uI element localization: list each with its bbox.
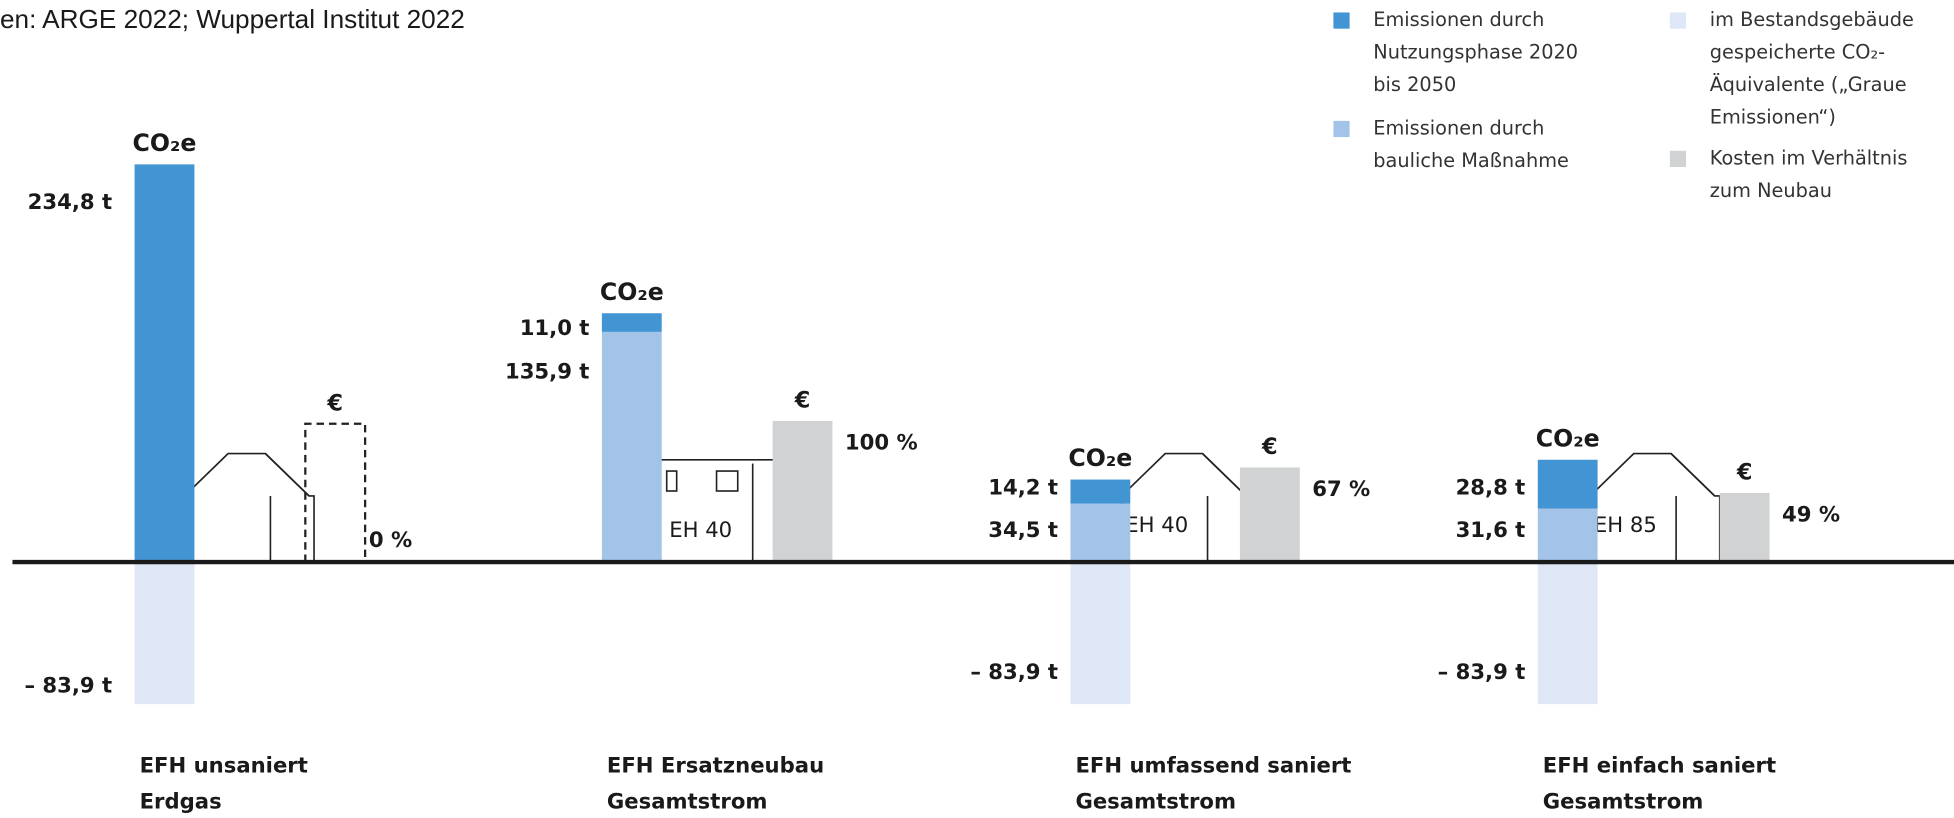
value-label: 14,2 t xyxy=(988,475,1058,500)
value-label: 11,0 t xyxy=(520,315,590,340)
legend-label: Kosten im Verhältnis zum Neubau xyxy=(1709,147,1908,202)
legend-swatch xyxy=(1333,120,1350,138)
house-label: EH 40 xyxy=(669,517,732,542)
value-label: 28,8 t xyxy=(1456,475,1526,500)
cost-symbol: € xyxy=(794,387,811,413)
value-label: – 83,9 t xyxy=(1438,659,1526,684)
category-label: EFH unsaniert xyxy=(140,752,308,777)
cost-label: 0 % xyxy=(369,527,412,552)
legend-item: Kosten im Verhältnis zum Neubau xyxy=(1709,147,1908,202)
house xyxy=(1120,452,1252,563)
category-label: Gesamtstrom xyxy=(1075,789,1236,814)
house-line xyxy=(1670,453,1716,563)
bar xyxy=(1070,479,1131,504)
value-label: 135,9 t xyxy=(505,359,589,384)
category-label: EFH Ersatzneubau xyxy=(607,752,824,777)
cost-bar xyxy=(1719,492,1770,563)
cost-symbol: € xyxy=(326,390,343,416)
legend-label: Emissionen durch Nutzungsphase 2020 bis … xyxy=(1373,8,1579,96)
house-label: EH 40 xyxy=(1125,512,1188,537)
co2-label: CO₂e xyxy=(1536,424,1600,452)
cost-bar xyxy=(772,420,833,563)
value-label: 31,6 t xyxy=(1456,517,1526,542)
category-label: Gesamtstrom xyxy=(1543,789,1704,814)
bar xyxy=(601,313,662,332)
house-label: EH 85 xyxy=(1594,512,1657,537)
legend-swatch xyxy=(1669,150,1687,167)
value-label: – 83,9 t xyxy=(970,659,1058,684)
co2-label: CO₂e xyxy=(600,278,664,306)
cost-bar xyxy=(1239,467,1300,563)
window xyxy=(665,470,678,492)
cost-symbol: € xyxy=(1261,434,1278,460)
window xyxy=(715,470,739,492)
legend-item: Emissionen durch Nutzungsphase 2020 bis … xyxy=(1373,8,1579,96)
house-line xyxy=(1201,453,1247,563)
house-line xyxy=(264,453,310,563)
legend-label: Emissionen durch bauliche Maßnahme xyxy=(1373,117,1569,172)
bar xyxy=(1070,562,1131,705)
value-label: 234,8 t xyxy=(28,189,112,214)
co2-label: CO₂e xyxy=(133,129,197,157)
bar xyxy=(1537,562,1598,705)
category-label: EFH umfassend saniert xyxy=(1075,752,1351,777)
source: en: ARGE 2022; Wuppertal Institut 2022 xyxy=(0,4,465,34)
cost-label: 100 % xyxy=(845,429,918,454)
legend-item: Emissionen durch bauliche Maßnahme xyxy=(1373,117,1569,172)
legend-label: im Bestandsgebäude gespeicherte CO₂-Äqui… xyxy=(1709,8,1914,129)
bar xyxy=(1070,503,1131,563)
bar xyxy=(134,164,195,563)
co2-label: CO₂e xyxy=(1068,444,1132,472)
house xyxy=(183,452,315,563)
cost-label: 49 % xyxy=(1782,501,1840,526)
legend-item: im Bestandsgebäude gespeicherte CO₂-Äqui… xyxy=(1709,8,1914,129)
value-label: – 83,9 t xyxy=(24,673,112,698)
category-label: Gesamtstrom xyxy=(607,789,768,814)
category-label: EFH einfach saniert xyxy=(1543,752,1776,777)
bar xyxy=(601,331,662,563)
bar xyxy=(1537,508,1598,563)
cost-reference xyxy=(304,422,367,563)
legend-swatch xyxy=(1333,12,1350,29)
legend-swatch xyxy=(1669,12,1687,29)
house xyxy=(1589,452,1721,563)
bar xyxy=(1537,459,1598,509)
value-label: 34,5 t xyxy=(988,517,1058,542)
cost-label: 67 % xyxy=(1312,476,1370,501)
bar xyxy=(134,562,195,705)
category-label: Erdgas xyxy=(140,789,222,814)
cost-symbol: € xyxy=(1736,459,1753,485)
